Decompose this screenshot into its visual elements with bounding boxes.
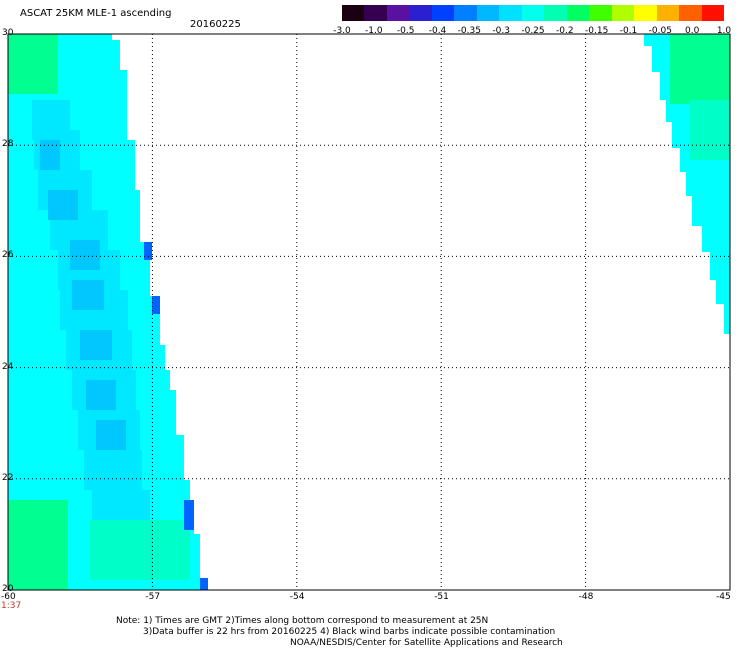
swath-left-green-bottom-2 [90,520,190,580]
swath-left-band [8,34,112,40]
swath-left-core-dark [70,240,100,270]
color-scale-label: -3.0 [333,26,351,36]
color-scale-label: -0.1 [619,26,638,36]
swath-right-band [702,226,730,252]
swath-right-band [686,172,730,196]
color-scale-label: -0.25 [521,26,545,36]
color-scale-label: -0.15 [585,26,609,36]
swath-data-layer [8,34,730,590]
product-title: ASCAT 25KM MLE-1 ascending [20,8,172,19]
color-scale-label: -0.05 [648,26,672,36]
color-scale-label: -0.5 [396,26,415,36]
swath-left-core-dark [72,280,104,310]
swath-right-green-2 [690,100,730,160]
color-scale-segment [499,5,522,21]
longitude-label: -48 [578,592,594,602]
latitude-label: 24 [2,361,14,372]
color-scale-segment [454,5,477,21]
color-scale-segment [409,5,432,21]
swath-left-core [84,450,142,490]
swath-right-band [692,196,730,226]
longitude-label: -54 [289,592,305,602]
swath-left-green-top [8,34,58,94]
color-scale-segment [634,5,657,21]
swath-left-core-dark [48,190,78,220]
latitude-label: 22 [2,472,14,483]
color-scale-label: -0.2 [556,26,574,36]
color-scale-segment [364,5,387,21]
color-scale-segment [521,5,545,21]
longitude-label: -60 [1,592,16,602]
latitude-label: 28 [2,139,14,150]
color-scale-label: -0.3 [492,26,510,36]
color-scale-segment [544,5,567,21]
swath-left-core-dark [86,380,116,410]
color-scale-label: -0.4 [428,26,447,36]
color-scale-segment [611,5,635,21]
swath-right-green [670,34,730,104]
color-scale-label: 0.0 [684,26,700,36]
swath-right-band [710,252,730,280]
color-scale-bar [342,5,724,21]
color-scale-label: -0.35 [457,26,481,36]
swath-left-edge-pixel [184,500,194,530]
color-scale-segment [342,5,365,21]
latitude-label: 20 [2,584,14,594]
swath-left-edge-pixel [144,242,152,260]
swath-left-green-bottom [8,500,68,590]
note-line-2: 3)Data buffer is 22 hrs from 20160225 4)… [143,627,556,637]
product-date: 20160225 [190,19,241,30]
color-scale-segment [701,5,724,21]
color-scale-segment [431,5,455,21]
color-scale-label: 1.0 [716,26,732,36]
swath-left-core-dark [96,420,126,450]
longitude-label: -57 [145,592,161,602]
color-scale-segment [566,5,590,21]
latitude-label: 30 [2,28,14,38]
swath-left-edge-pixel [152,296,160,314]
longitude-label: -45 [716,592,731,602]
swath-right-band [716,280,730,304]
map-frame [7,33,731,591]
longitude-label: -51 [434,592,449,602]
color-scale-segment [589,5,612,21]
note-line-1: Note: 1) Times are GMT 2)Times along bot… [116,616,489,626]
swath-right-band [724,304,730,334]
color-scale-segment [679,5,702,21]
note-line-3: NOAA/NESDIS/Center for Satellite Applica… [290,638,563,648]
color-scale-labels: -3.0 -1.0 -0.5 -0.4 -0.35 -0.3 -0.25 -0.2 -0.15-… [333,26,731,38]
swath-left-core-dark [80,330,112,360]
swath-time-label: 1:37 [1,601,22,611]
color-scale-segment [386,5,410,21]
color-scale-label: -1.0 [365,26,383,36]
latitude-label: 26 [2,250,14,261]
swath-left-edge-pixel [200,578,208,590]
swath-left-core-dark [40,140,60,170]
color-scale-segment [476,5,500,21]
color-scale-segment [656,5,680,21]
